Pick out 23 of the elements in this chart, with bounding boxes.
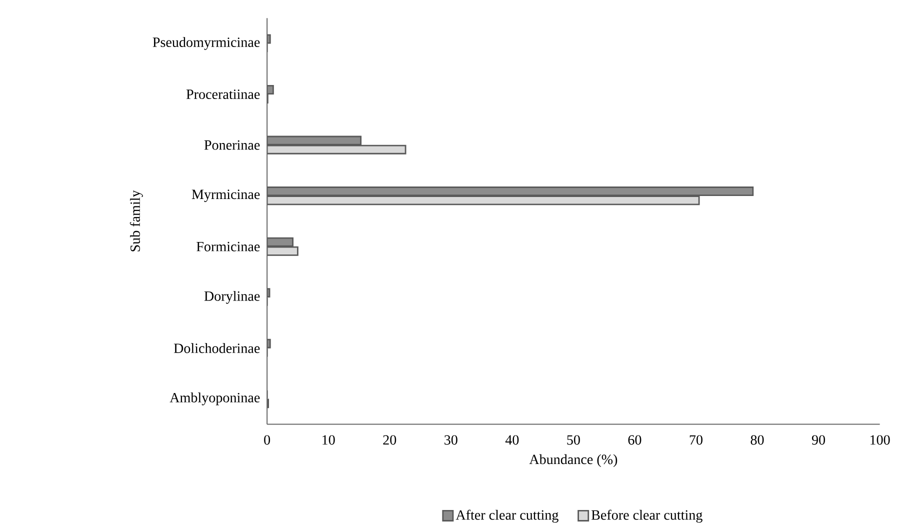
y-tick-label: Amblyoponinae — [170, 392, 260, 406]
x-tick-label: 60 — [628, 435, 642, 445]
x-axis-title: Abundance (%) — [529, 454, 618, 468]
y-tick-label: Formicinae — [196, 242, 260, 252]
x-tick-label: 80 — [750, 435, 764, 445]
y-tick-label: Proceratiinae — [186, 90, 260, 100]
x-tick-label: 90 — [812, 435, 826, 445]
x-tick-label: 0 — [264, 435, 270, 445]
x-tick-label: 100 — [870, 435, 890, 445]
x-tick-label: 40 — [505, 435, 519, 445]
legend-label: After clear cutting — [456, 510, 558, 523]
x-tick-label: 20 — [383, 435, 396, 445]
y-tick-label: Pseudomyrmicinae — [152, 37, 260, 50]
y-tick-label: Dorylinae — [204, 291, 260, 304]
y-tick-label: Dolichoderinae — [174, 343, 260, 354]
x-tick-label: 10 — [322, 435, 335, 445]
x-tick-label: 50 — [567, 435, 580, 445]
x-tick-label: 30 — [444, 435, 458, 445]
legend-label: Before clear cutting — [591, 510, 702, 523]
y-tick-label: Myrmicinae — [192, 190, 260, 202]
y-axis-title: Sub family — [130, 190, 143, 252]
x-tick-label: 70 — [690, 435, 702, 445]
y-tick-label: Ponerinae — [204, 140, 260, 150]
